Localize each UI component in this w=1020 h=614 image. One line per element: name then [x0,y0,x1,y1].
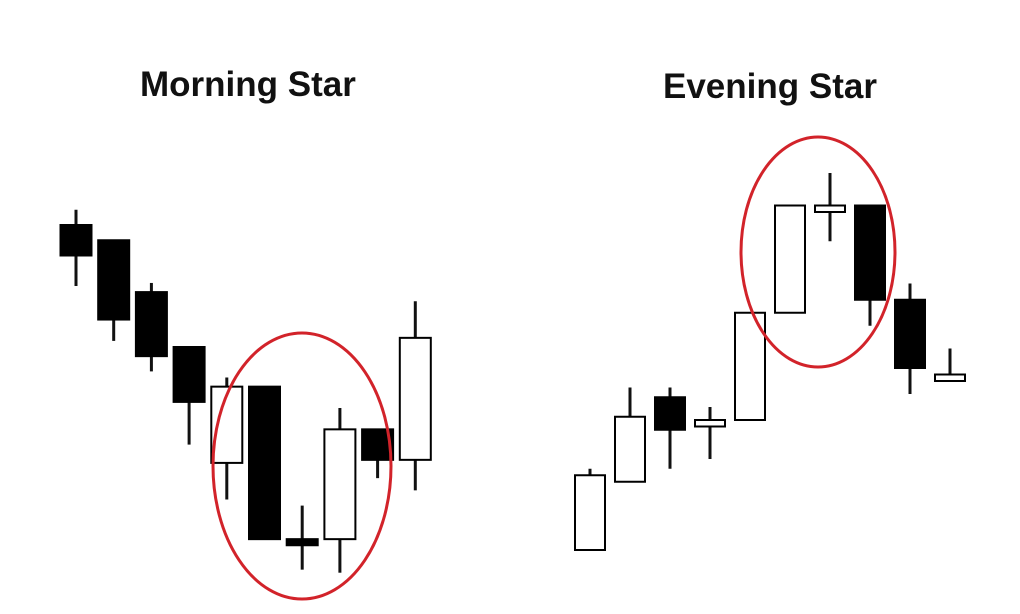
evening-star-candle-5 [734,311,766,421]
evening-star-chart [574,135,966,551]
morning-star-candle-6 [248,385,281,541]
morning-star-title: Morning Star [140,65,356,104]
evening-star-title: Evening Star [663,67,877,106]
morning-star-chart [59,209,432,601]
morning-star-candle-5 [210,377,244,500]
evening-star-candle-7 [814,173,846,242]
evening-star-highlight-ellipse [739,135,897,369]
evening-star-candle-2 [614,387,646,483]
morning-star-panel: Morning Star [0,0,500,614]
evening-star-candle-8 [854,204,886,326]
evening-star-candle-10 [934,348,966,382]
morning-star-candle-3 [134,282,168,372]
evening-star-candle-3 [654,387,686,469]
morning-star-candle-9 [361,428,395,479]
morning-star-candle-4 [172,346,206,445]
evening-star-candle-9 [894,283,926,394]
evening-star-panel: Evening Star [520,0,1020,614]
morning-star-highlight-ellipse [211,331,393,601]
evening-star-candle-1 [574,468,606,551]
morning-star-candle-8 [323,408,357,573]
evening-star-candle-6 [774,204,806,314]
morning-star-candle-7 [285,505,319,570]
morning-star-candle-2 [97,239,131,341]
morning-star-candle-10 [398,301,432,491]
morning-star-candle-1 [59,209,93,286]
evening-star-candle-4 [694,407,726,459]
